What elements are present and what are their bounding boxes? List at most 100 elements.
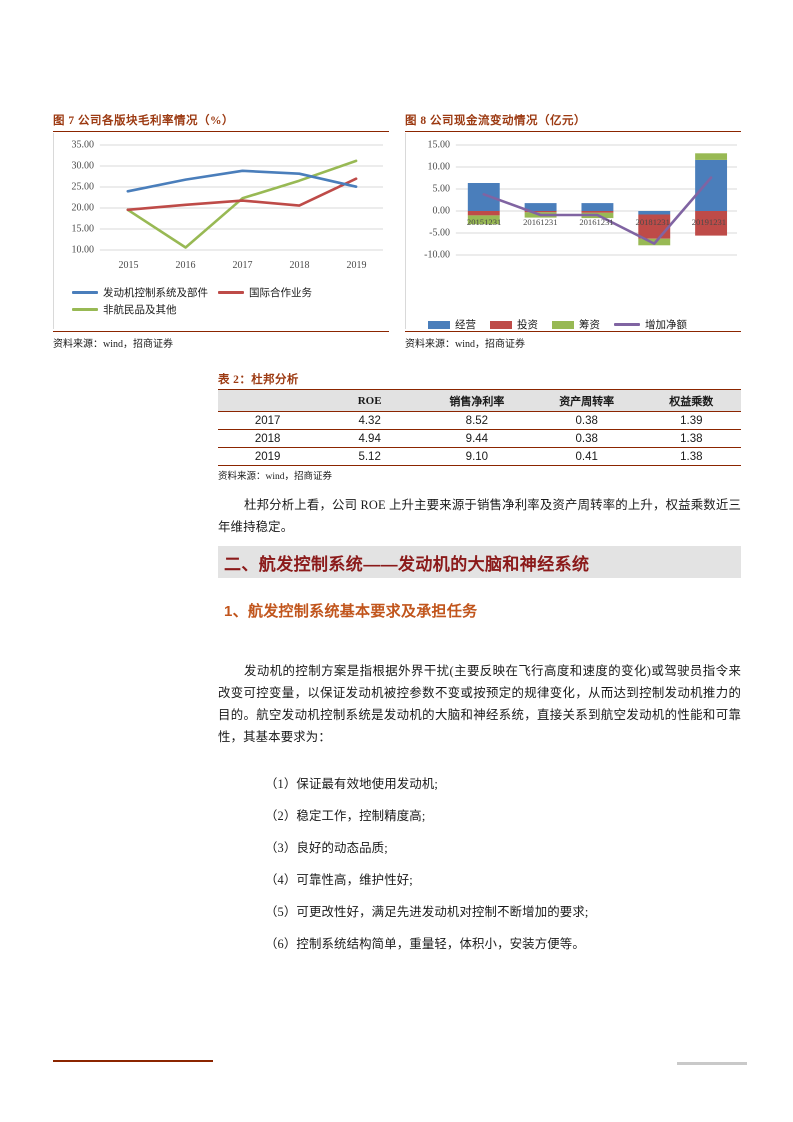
figure-7: 图 7 公司各版块毛利率情况（%） [53,112,389,350]
legend-color-swatch-icon [552,320,574,329]
x-tick: 20191231 [691,217,727,227]
table-row: 2019 5.12 9.10 0.41 1.38 [218,447,741,466]
figure-8-x-axis: 20151231 20161231 20161231 20181231 2019… [456,217,737,227]
legend-color-swatch-icon [72,308,98,311]
bar-group-5 [695,153,728,236]
figure-7-y-axis: 35.00 30.00 25.00 20.00 15.00 10.00 [54,133,98,256]
table-cell: 5.12 [317,447,422,466]
figure-7-title-rule [53,131,389,132]
y-tick: -10.00 [424,249,450,261]
list-item: （6）控制系统结构简单，重量轻，体积小，安装方便等。 [265,937,585,951]
legend-label: 增加净额 [645,320,687,331]
bar-financing [467,215,500,225]
paragraph-control-scheme: 发动机的控制方案是指根据外界干扰(主要反映在飞行高度和速度的变化)或驾驶员指令来… [218,664,741,744]
legend-label: 国际合作业务 [249,288,312,299]
x-tick: 2016 [175,260,196,271]
list-item: （3）良好的动态品质; [265,841,388,855]
list-item: （2）稳定工作，控制精度高; [265,809,426,823]
legend-label: 经营 [455,320,476,331]
legend-item-intl-cooperation: 国际合作业务 [218,285,312,300]
legend-label: 筹资 [579,320,600,331]
figure-8-y-axis: 15.00 10.00 5.00 0.00 -5.00 -10.00 [406,133,454,261]
section-heading-2-text: 二、航发控制系统——发动机的大脑和神经系统 [224,554,590,574]
figure-8-legend: 经营 投资 筹资 增加净额 [428,317,739,332]
figure-8-title: 图 8 公司现金流变动情况（亿元） [405,115,586,127]
legend-color-swatch-icon [490,320,512,329]
figure-7-source: 资料来源：wind，招商证券 [53,339,173,350]
bar-financing [695,153,728,160]
table-header-cell: 权益乘数 [641,389,741,412]
series-line-non-aviation [126,159,358,249]
figure-8-source: 资料来源：wind，招商证券 [405,339,525,350]
paragraph-dupont-summary: 杜邦分析上看，公司 ROE 上升主要来源于销售净利率及资产周转率的上升，权益乘数… [218,498,741,534]
y-tick: 35.00 [71,139,95,151]
x-tick: 2018 [289,260,310,271]
figure-7-source-rule [53,331,389,332]
y-tick: -5.00 [429,227,450,239]
figure-8: 图 8 公司现金流变动情况（亿元） [405,112,741,350]
figure-7-legend: 发动机控制系统及部件 国际合作业务 非航民品及其他 [72,285,387,317]
dupont-table: ROE 销售净利率 资产周转率 权益乘数 2017 4.32 8.52 0.38… [218,389,741,466]
table-cell: 9.44 [421,429,532,448]
table-cell: 4.32 [317,411,422,430]
bar-investing [581,211,614,213]
table-cell: 1.38 [641,429,741,448]
y-tick: 20.00 [71,202,95,214]
legend-item-net-change: 增加净额 [614,317,687,332]
figures-row: 图 7 公司各版块毛利率情况（%） [53,112,741,350]
table-cell: 1.39 [641,411,741,430]
x-tick: 2017 [232,260,253,271]
table-cell: 8.52 [421,411,532,430]
bar-operating [695,159,728,211]
figure-8-stacked-bar-chart [455,144,738,256]
table-row: 2018 4.94 9.44 0.38 1.38 [218,429,741,448]
table-cell: 0.38 [531,429,642,448]
legend-label: 投资 [517,320,538,331]
x-tick: 2015 [118,260,139,271]
list-item: （4）可靠性高，维护性好; [265,873,413,887]
table-cell: 2018 [218,429,318,448]
legend-item-engine-control: 发动机控制系统及部件 [72,285,208,300]
figure-7-line-chart [99,144,384,251]
list-item: （5）可更改性好，满足先进发动机对控制不断增加的要求; [265,905,589,919]
x-tick: 20181231 [635,217,670,227]
legend-item-financing: 筹资 [552,317,600,332]
table-cell: 0.41 [531,447,642,466]
table-title: 表 2：杜邦分析 [218,374,299,386]
table-cell: 9.10 [421,447,532,466]
series-line-intl-cooperation [126,177,358,212]
bar-investing [695,211,728,236]
table-source: 资料来源：wind，招商证券 [218,472,333,482]
legend-item-investing: 投资 [490,317,538,332]
bar-investing [524,211,557,213]
series-line-net-change [482,176,713,245]
dupont-table-block: 表 2：杜邦分析 ROE 销售净利率 资产周转率 权益乘数 2017 4.32 … [218,371,741,482]
legend-label: 非航民品及其他 [103,305,177,316]
x-tick: 20161231 [523,217,558,227]
y-tick: 15.00 [71,223,95,235]
table-header-cell: ROE [317,389,422,412]
x-tick: 20151231 [466,217,502,227]
footer-rule-left [53,1060,213,1062]
table-header-row: ROE 销售净利率 资产周转率 权益乘数 [218,389,741,412]
table-header-cell: 销售净利率 [421,389,532,412]
table-cell: 2017 [218,411,318,430]
list-item: （1）保证最有效地使用发动机; [265,777,438,791]
footer-rule-right [677,1062,747,1065]
x-tick: 20161231 [579,217,614,227]
table-header-cell: 资产周转率 [531,389,642,412]
table-cell: 4.94 [317,429,422,448]
table-cell: 1.38 [641,447,741,466]
y-tick: 5.00 [432,183,451,195]
figure-8-title-rule [405,131,741,132]
x-tick: 2019 [346,260,367,271]
legend-color-swatch-icon [72,291,98,294]
legend-color-swatch-icon [428,320,450,329]
legend-color-swatch-icon [218,291,244,294]
figure-7-chart-area: 35.00 30.00 25.00 20.00 15.00 10.00 2015… [53,133,389,329]
series-line-engine-control [126,169,358,193]
y-tick: 10.00 [71,244,95,256]
legend-label: 发动机控制系统及部件 [103,288,208,299]
y-tick: 30.00 [71,160,95,172]
table-row: 2017 4.32 8.52 0.38 1.39 [218,411,741,430]
